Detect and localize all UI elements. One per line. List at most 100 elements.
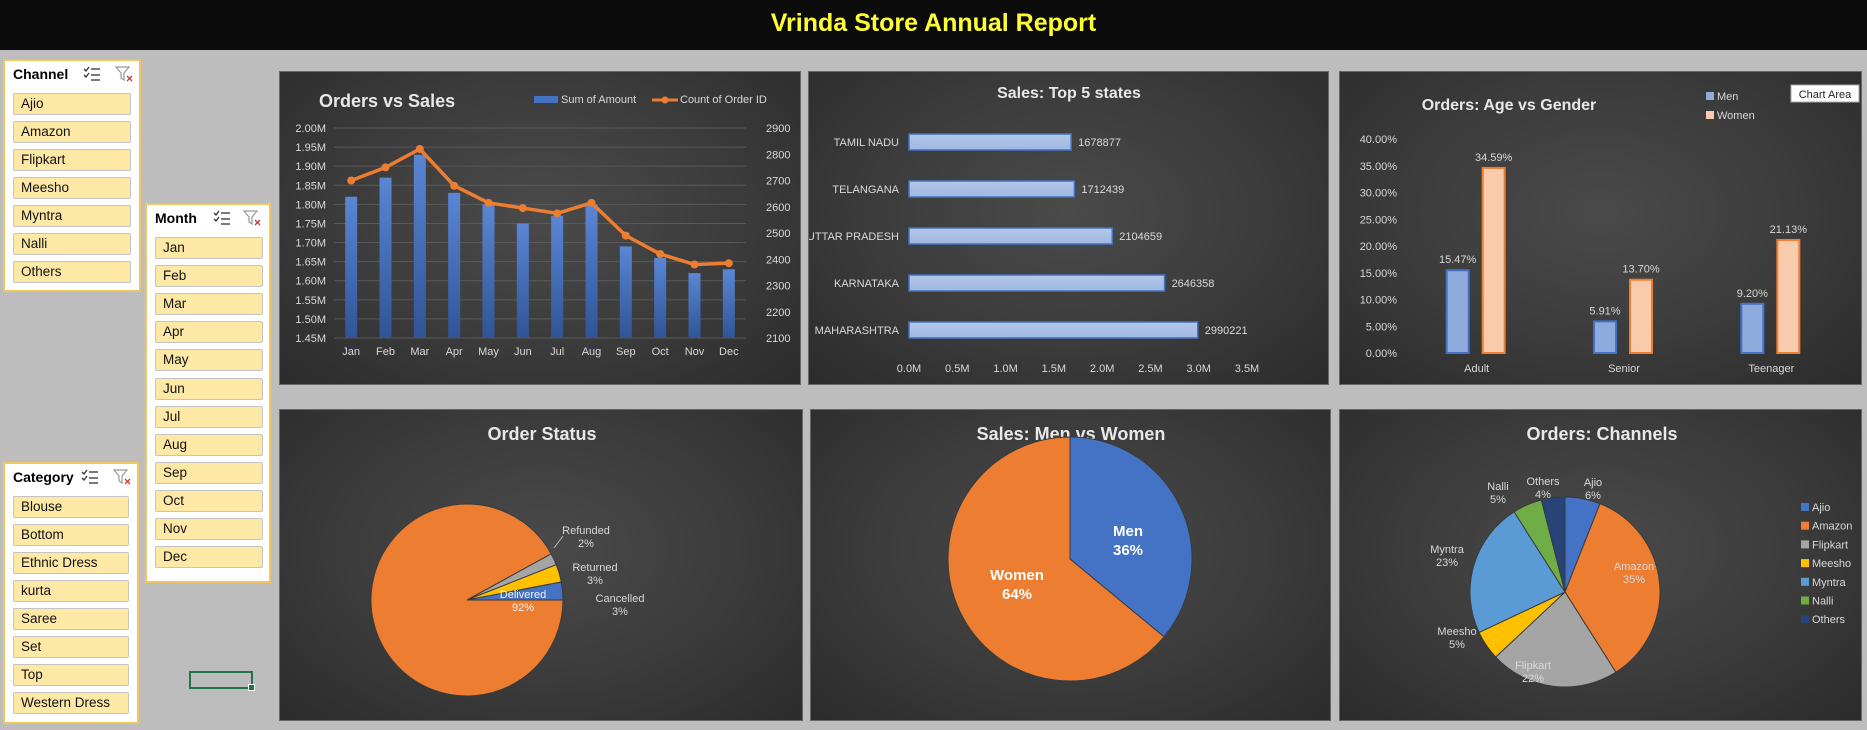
y-tick: 10.00% [1360,295,1398,307]
y-tick-left: 2.00M [295,123,326,135]
y-tick: 35.00% [1360,161,1398,173]
x-tick: Jun [514,346,532,358]
slicer-item-jan[interactable]: Jan [155,237,263,259]
legend-label: Ajio [1812,502,1830,514]
bar-sales [379,177,392,338]
slicer-item-kurta[interactable]: kurta [13,580,129,602]
slice-label: Myntra [1430,544,1465,556]
month-slicer[interactable]: Month Jan Feb Mar Apr May Jun Jul Aug Sep Oct Nov D… [145,203,271,583]
y-tick-right: 2300 [766,281,790,293]
men-vs-women-chart[interactable]: Sales: Men vs Women Men 36% Women 64% [810,409,1331,721]
slicer-item-meesho[interactable]: Meesho [13,177,131,199]
y-tick-right: 2500 [766,228,790,240]
category-slicer[interactable]: Category Blouse Bottom Ethnic Dress kurta Sa… [3,462,139,724]
age-vs-gender-chart[interactable]: Orders: Age vs Gender Men Women Chart Area 4… [1339,71,1862,385]
y-tick-right: 2100 [766,333,790,345]
clear-filter-icon[interactable] [114,66,133,82]
slicer-title: Channel [13,66,69,82]
bar-women [1629,278,1653,354]
legend-swatch-men [1706,92,1714,100]
y-tick: 15.00% [1360,268,1398,280]
slicer-item-flipkart[interactable]: Flipkart [13,149,131,171]
y-tick-left: 1.90M [295,161,326,173]
slice-value: 5% [1490,494,1506,506]
slicer-item-bottom[interactable]: Bottom [13,524,129,546]
multi-select-icon[interactable] [81,469,99,485]
slicer-item-apr[interactable]: Apr [155,321,263,344]
slicer-item-western-dress[interactable]: Western Dress [13,692,129,714]
bar-women [1776,238,1801,354]
y-tick-right: 2400 [766,254,790,266]
data-label: 1712439 [1081,184,1124,196]
clear-filter-icon[interactable] [112,469,131,485]
legend-swatch-amount [534,96,558,103]
slicer-item-myntra[interactable]: Myntra [13,205,131,227]
clear-filter-icon[interactable] [242,210,261,226]
bar-women [1481,166,1506,354]
pie-slice-flipkart [1495,591,1617,688]
bar-sales [585,204,598,338]
slicer-item-saree[interactable]: Saree [13,608,129,630]
legend-swatch [1801,577,1809,586]
line-marker [518,204,527,213]
x-tick: 2.0M [1090,363,1114,375]
multi-select-icon[interactable] [83,66,101,82]
data-label: 21.13% [1770,224,1808,236]
legend-swatch [1801,559,1809,568]
data-label: 13.70% [1622,264,1660,276]
legend-swatch [1801,540,1809,549]
y-tick-left: 1.60M [295,276,326,288]
slicer-item-nov[interactable]: Nov [155,518,263,540]
bar-state [908,180,1076,198]
orders-channels-chart[interactable]: Orders: Channels Ajio 6% Amazon 35% Flipkart 2… [1339,409,1862,721]
x-tick: Mar [410,346,429,358]
slice-label: Returned [572,562,617,574]
y-tick: 0.00% [1366,348,1397,360]
slice-value: 2% [578,538,594,550]
top5-states-chart[interactable]: Sales: Top 5 states TAMIL NADU 1678877 TELA… [808,71,1329,385]
slicer-item-feb[interactable]: Feb [155,265,263,288]
channel-slicer[interactable]: Channel Ajio Amazon Flipkart Meesho Myntra Na… [3,59,141,292]
legend-swatch-women [1706,111,1714,119]
selected-cell[interactable] [189,671,255,691]
slicer-item-amazon[interactable]: Amazon [13,121,131,143]
slicer-item-jun[interactable]: Jun [155,377,263,400]
y-tick-right: 2900 [766,123,790,135]
y-category: UTTAR PRADESH [809,231,899,243]
line-orders [350,146,729,267]
multi-select-icon[interactable] [213,210,231,226]
slicer-item-may[interactable]: May [155,349,263,372]
data-label: 2104659 [1119,231,1162,243]
slice-label: Men [1113,523,1143,540]
slicer-item-set[interactable]: Set [13,636,129,658]
legend-swatch [1801,596,1809,605]
slicer-item-sep[interactable]: Sep [155,461,263,484]
line-marker [553,209,562,218]
x-tick: Adult [1464,363,1489,375]
slice-value: 64% [1002,586,1032,603]
bar-sales [413,154,426,338]
slicer-item-mar[interactable]: Mar [155,293,263,316]
slicer-item-blouse[interactable]: Blouse [13,496,129,518]
slicer-item-ethnic-dress[interactable]: Ethnic Dress [13,552,129,574]
slicer-item-nalli[interactable]: Nalli [13,233,131,255]
y-tick-left: 1.50M [295,314,326,326]
slicer-item-ajio[interactable]: Ajio [13,93,131,115]
slicer-item-dec[interactable]: Dec [155,546,263,569]
orders-vs-sales-chart[interactable]: Orders vs Sales Sum of Amount Count of Ord… [279,71,801,385]
slicer-item-others[interactable]: Others [13,261,131,283]
pie-slice-others [1540,496,1566,593]
slice-value: 3% [587,575,603,587]
y-category: TAMIL NADU [834,137,899,149]
y-tick-left: 1.85M [295,180,326,192]
slicer-item-top[interactable]: Top [13,664,129,686]
data-label: 2646358 [1172,278,1215,290]
legend-label: Sum of Amount [561,94,636,106]
chart-title: Sales: Top 5 states [997,85,1141,102]
order-status-chart[interactable]: Order Status Delivered 92% Refunded 2% Return… [279,409,803,721]
slicer-item-oct[interactable]: Oct [155,489,263,512]
slicer-item-jul[interactable]: Jul [155,405,263,428]
legend-swatch [1801,615,1809,624]
slicer-item-aug[interactable]: Aug [155,433,263,456]
slice-value: 5% [1449,639,1465,651]
